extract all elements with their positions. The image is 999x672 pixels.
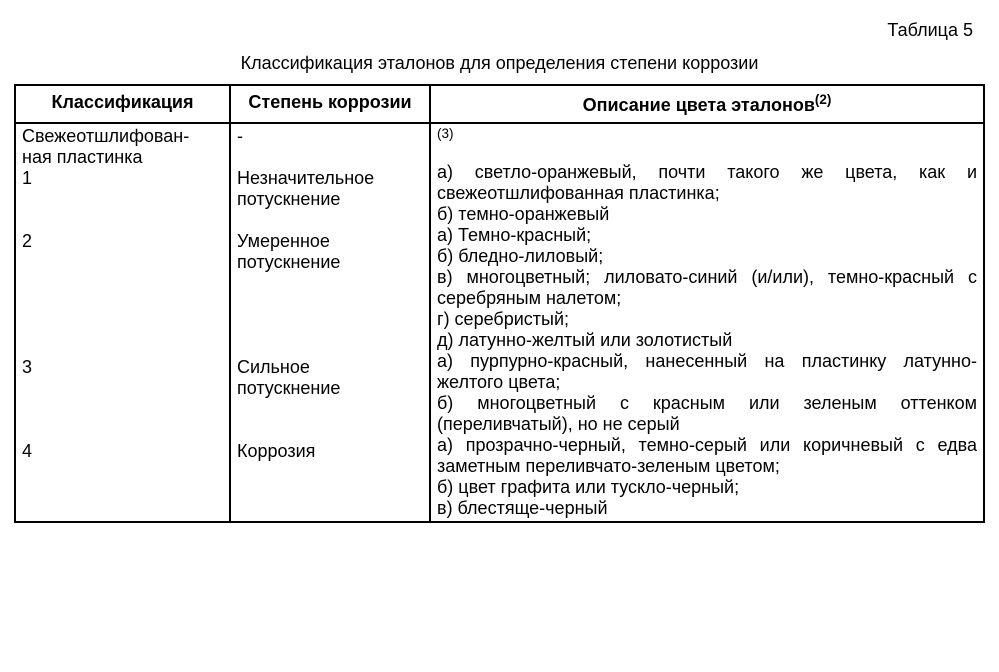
header-degree: Степень коррозии [230, 85, 430, 123]
spacer [237, 210, 423, 231]
degree-text: Коррозия [237, 441, 423, 462]
desc-text: а) прозрачно-черный, темно-серый или кор… [437, 435, 977, 477]
degree-text: потускнение [237, 378, 423, 399]
desc-text: д) латунно-желтый или золотистый [437, 330, 977, 351]
desc-sup: (3) [437, 126, 977, 141]
spacer [237, 147, 423, 168]
desc-text: б) темно-оранжевый [437, 204, 977, 225]
spacer [22, 399, 223, 420]
desc-text: в) многоцветный; лиловато-синий (и/или),… [437, 267, 977, 309]
degree-text: Умеренное [237, 231, 423, 252]
degree-text: потускнение [237, 252, 423, 273]
degree-text: потускнение [237, 189, 423, 210]
header-description: Описание цвета эталонов(2) [430, 85, 984, 123]
desc-text: б) бледно-лиловый; [437, 246, 977, 267]
desc-text: а) Темно-красный; [437, 225, 977, 246]
header-description-sup: (2) [815, 92, 832, 107]
classification-table: Классификация Степень коррозии Описание … [14, 84, 985, 523]
header-classification: Классификация [15, 85, 230, 123]
spacer [22, 294, 223, 315]
degree-text: Незначительное [237, 168, 423, 189]
spacer [237, 399, 423, 420]
desc-text: б) цвет графита или тускло-черный; [437, 477, 977, 498]
cell-description: (3) а) светло-оранжевый, почти такого же… [430, 123, 984, 522]
table-row: Свежеотшлифован- ная пластинка 1 2 3 4 [15, 123, 984, 522]
spacer [237, 273, 423, 294]
header-description-text: Описание цвета эталонов [583, 95, 815, 115]
spacer [22, 315, 223, 336]
spacer [237, 420, 423, 441]
degree-text: Сильное [237, 357, 423, 378]
desc-text: а) светло-оранжевый, почти такого же цве… [437, 162, 977, 204]
class-text-2: ная пластинка [22, 147, 223, 168]
class-text: 3 [22, 357, 223, 378]
table-title: Классификация эталонов для определения с… [14, 53, 985, 74]
spacer [22, 420, 223, 441]
cell-degree: - Незначительное потускнение Умеренное п… [230, 123, 430, 522]
degree-text: - [237, 126, 423, 147]
class-text: 1 [22, 168, 223, 189]
spacer [22, 273, 223, 294]
spacer [237, 315, 423, 336]
desc-text: г) серебристый; [437, 309, 977, 330]
spacer [22, 378, 223, 399]
class-text-1: Свежеотшлифован- [22, 126, 223, 147]
spacer [237, 336, 423, 357]
table-header-row: Классификация Степень коррозии Описание … [15, 85, 984, 123]
desc-text: в) блестяще-черный [437, 498, 977, 519]
spacer [22, 210, 223, 231]
desc-text: а) пурпурно-красный, нанесенный на пласт… [437, 351, 977, 393]
desc-text: б) многоцветный с красным или зеленым от… [437, 393, 977, 435]
spacer [22, 252, 223, 273]
spacer [22, 336, 223, 357]
spacer [237, 294, 423, 315]
class-text: 2 [22, 231, 223, 252]
table-number: Таблица 5 [14, 20, 985, 41]
spacer [437, 141, 977, 162]
cell-classification: Свежеотшлифован- ная пластинка 1 2 3 4 [15, 123, 230, 522]
class-text: 4 [22, 441, 223, 462]
spacer [22, 189, 223, 210]
